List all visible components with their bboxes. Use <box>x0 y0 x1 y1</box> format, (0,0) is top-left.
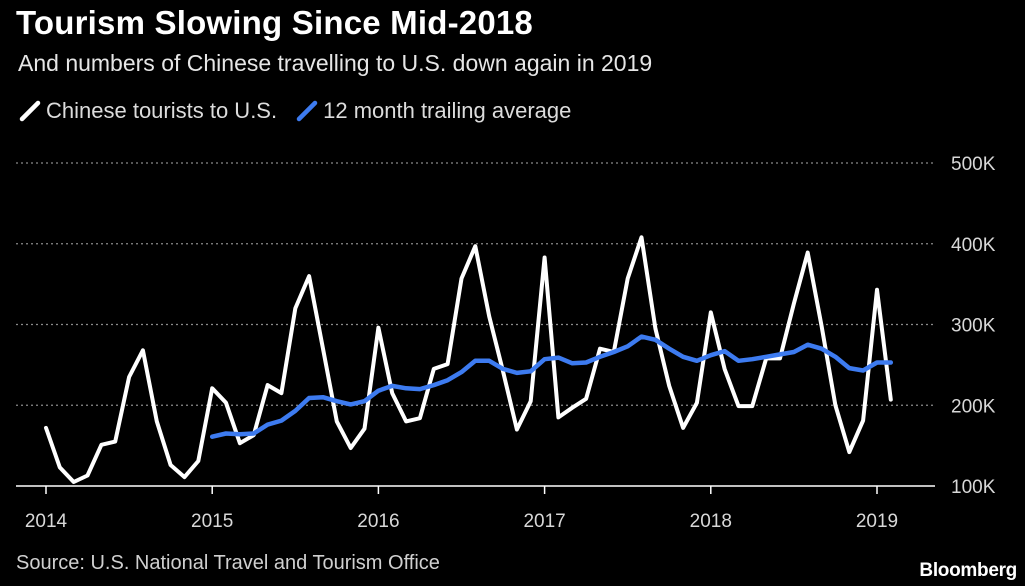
x-tick-label: 2017 <box>523 511 565 532</box>
legend-swatch-blue-icon <box>296 100 318 122</box>
legend-label-average: 12 month trailing average <box>323 98 572 123</box>
gridlines <box>16 162 935 487</box>
legend-swatch-white-icon <box>19 100 41 122</box>
bloomberg-logo: Bloomberg <box>919 560 1017 581</box>
legend: Chinese tourists to U.S. 12 month traili… <box>18 98 589 124</box>
y-tick-label: 400K <box>951 235 996 256</box>
y-tick-label: 100K <box>951 477 996 498</box>
y-tick-label: 200K <box>951 396 996 417</box>
y-tick-label: 300K <box>951 316 996 337</box>
x-tick-label: 2016 <box>357 511 399 532</box>
x-tick-label: 2018 <box>690 511 732 532</box>
chart-subtitle: And numbers of Chinese travelling to U.S… <box>18 50 653 76</box>
chart-title: Tourism Slowing Since Mid-2018 <box>16 4 533 41</box>
series-line-tourists <box>44 235 893 484</box>
x-tick-label: 2014 <box>25 511 68 532</box>
series-line-average <box>209 334 894 439</box>
legend-label-tourists: Chinese tourists to U.S. <box>46 98 278 123</box>
x-axis: 2014 2015 2016 2017 2018 2019 <box>25 486 898 532</box>
y-tick-label: 500K <box>951 154 996 175</box>
source-note: Source: U.S. National Travel and Tourism… <box>16 552 440 574</box>
legend-item-average: 12 month trailing average <box>295 98 571 124</box>
legend-item-tourists: Chinese tourists to U.S. <box>18 98 277 124</box>
y-axis: 100K 200K 300K 400K 500K <box>951 154 996 498</box>
x-tick-label: 2019 <box>856 511 898 532</box>
x-tick-label: 2015 <box>191 511 233 532</box>
series-lines <box>44 235 894 484</box>
